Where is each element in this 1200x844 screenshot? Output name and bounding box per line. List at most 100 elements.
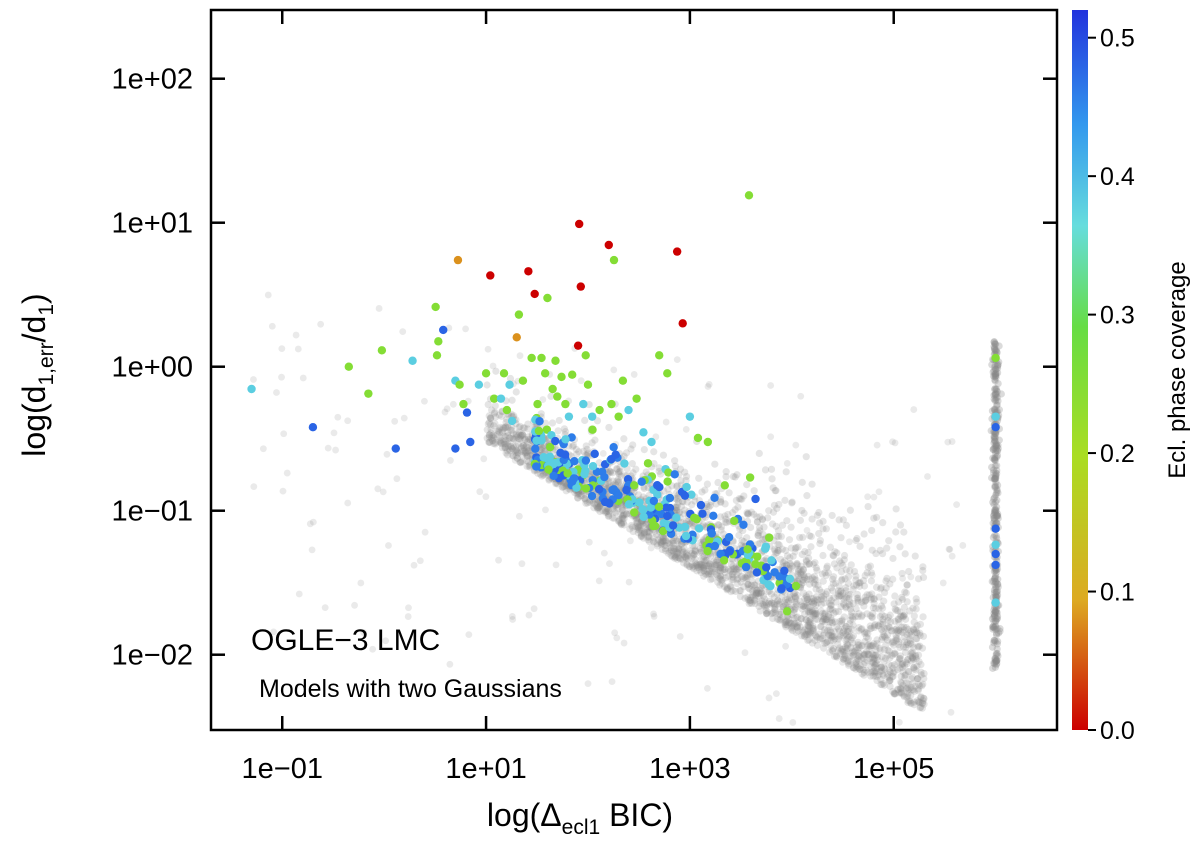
background-point [801, 574, 809, 582]
background-point [716, 563, 725, 571]
background-point [992, 472, 1000, 480]
cluster-point [687, 490, 696, 499]
background-point [813, 615, 821, 624]
background-point [662, 547, 670, 555]
background-point [825, 599, 834, 607]
background-point [500, 440, 508, 448]
data-point [505, 380, 514, 389]
background-point [885, 677, 893, 685]
background-point [856, 579, 864, 587]
x-tick-label: 1e−01 [242, 753, 323, 785]
background-point [858, 670, 866, 678]
background-point [815, 519, 824, 527]
background-point [799, 626, 807, 634]
annotation-dataset: OGLE−3 LMC [251, 624, 440, 657]
background-point [634, 529, 642, 537]
background-point [707, 576, 715, 584]
background-point [503, 451, 512, 459]
background-point [721, 565, 729, 573]
data-point [991, 549, 1000, 559]
background-point [834, 607, 843, 616]
background-point [868, 590, 876, 598]
background-point [990, 395, 998, 403]
background-point [753, 518, 762, 526]
background-point [733, 575, 741, 584]
background-point [741, 594, 749, 602]
background-point [891, 690, 899, 698]
background-point [680, 510, 688, 518]
background-point [838, 616, 846, 624]
background-point [617, 510, 625, 519]
background-point [686, 547, 694, 555]
background-point [912, 634, 920, 643]
background-point [783, 517, 791, 525]
background-point [991, 375, 999, 384]
background-point [991, 508, 999, 517]
background-point [840, 551, 849, 560]
background-point [918, 704, 926, 712]
background-point [733, 579, 741, 588]
background-point [758, 516, 767, 524]
background-point [815, 586, 824, 594]
background-point [502, 432, 510, 441]
cluster-point [590, 449, 599, 459]
background-point [673, 495, 681, 503]
background-point [671, 462, 679, 470]
cluster-point [570, 457, 579, 466]
background-point [989, 372, 998, 380]
background-point [686, 563, 694, 571]
data-point [533, 399, 542, 409]
background-point [872, 549, 880, 558]
background-point [650, 534, 658, 542]
background-point [783, 617, 791, 625]
background-point [593, 417, 602, 425]
background-point [861, 597, 869, 606]
background-point [990, 495, 998, 503]
background-point [512, 430, 520, 438]
background-point [846, 506, 854, 514]
background-point [492, 367, 500, 375]
background-point [885, 667, 894, 675]
cluster-point [739, 520, 748, 529]
data-point [431, 302, 440, 312]
background-point [509, 451, 517, 460]
cluster-point [653, 490, 662, 499]
background-point [992, 657, 1000, 666]
background-point [785, 615, 793, 623]
background-point [870, 667, 878, 675]
background-point [708, 575, 716, 583]
background-point [996, 627, 1004, 635]
background-point [839, 629, 847, 637]
background-point [772, 487, 780, 495]
background-point [794, 619, 803, 627]
background-point [729, 472, 737, 481]
cluster-point [762, 563, 771, 572]
background-point [896, 654, 904, 663]
background-point [264, 291, 272, 299]
background-point [990, 405, 998, 413]
background-point [688, 561, 696, 569]
background-point [512, 388, 520, 396]
background-point [993, 534, 1001, 543]
background-point [902, 623, 910, 632]
background-point [832, 598, 840, 606]
background-point [892, 634, 900, 642]
background-point [872, 604, 880, 612]
background-point [866, 625, 874, 633]
background-point [791, 594, 800, 603]
background-point [838, 575, 846, 583]
background-point [993, 615, 1001, 623]
background-point [846, 605, 854, 613]
background-point [487, 415, 495, 423]
background-point [991, 608, 999, 616]
background-point [620, 435, 628, 443]
background-point [906, 637, 915, 645]
background-point [796, 534, 804, 542]
background-point [569, 441, 578, 450]
background-point [589, 499, 597, 507]
background-point [727, 560, 735, 568]
background-point [894, 629, 902, 637]
background-point [803, 596, 811, 604]
background-point [805, 617, 813, 625]
background-point [658, 545, 666, 554]
